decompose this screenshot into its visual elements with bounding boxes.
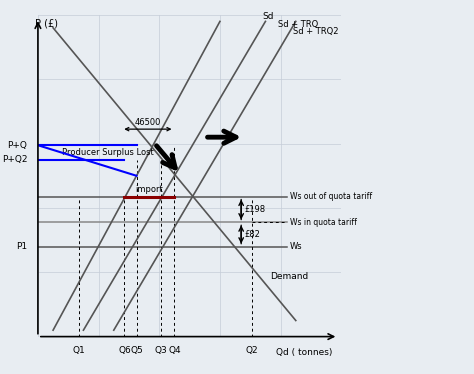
Text: Ws out of quota tariff: Ws out of quota tariff	[290, 192, 372, 201]
Text: P1: P1	[16, 242, 27, 251]
Text: Sd: Sd	[263, 12, 274, 21]
Text: P+Q: P+Q	[8, 141, 27, 150]
Text: £82: £82	[244, 230, 260, 239]
Text: Q2: Q2	[246, 346, 258, 355]
Text: Demand: Demand	[270, 272, 308, 281]
Text: Qd ( tonnes): Qd ( tonnes)	[276, 348, 332, 357]
Text: Q5: Q5	[130, 346, 143, 355]
Text: Sd + TRQ: Sd + TRQ	[278, 20, 318, 29]
Text: P (£): P (£)	[35, 18, 58, 28]
Text: P+Q2: P+Q2	[2, 155, 27, 164]
Text: £198: £198	[244, 205, 265, 214]
Text: Producer Surplus Lost: Producer Surplus Lost	[62, 148, 154, 157]
Text: import: import	[136, 185, 163, 194]
Text: Ws: Ws	[290, 242, 302, 251]
Text: Q4: Q4	[168, 346, 181, 355]
Text: Sd + TRQ2: Sd + TRQ2	[293, 27, 338, 36]
Text: Ws in quota tariff: Ws in quota tariff	[290, 218, 356, 227]
Text: Q3: Q3	[155, 346, 167, 355]
Text: 46500: 46500	[135, 117, 161, 126]
Text: Q6: Q6	[118, 346, 131, 355]
Text: Q1: Q1	[73, 346, 85, 355]
